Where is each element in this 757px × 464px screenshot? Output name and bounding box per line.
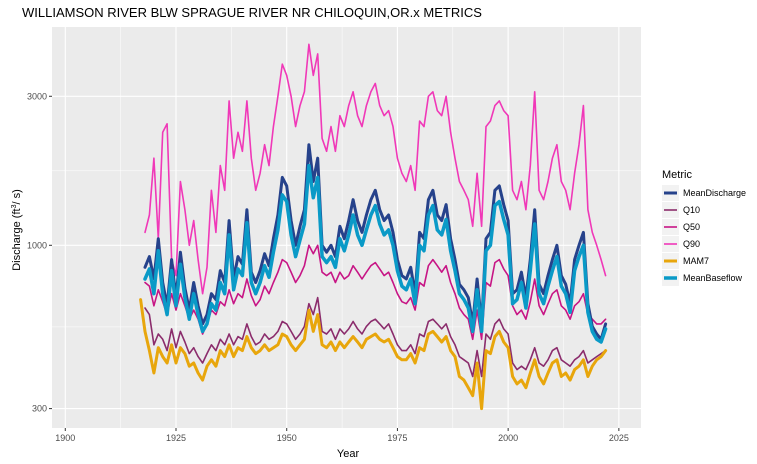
- legend-label-q90: Q90: [683, 239, 700, 249]
- x-tick-label: 2000: [498, 433, 518, 443]
- legend-label-meandischarge: MeanDischarge: [683, 188, 746, 198]
- axes: 1900 1925 1950 1975 2000 2025 300 1000 3000: [27, 91, 629, 443]
- series-line-q50: [144, 244, 607, 341]
- legend-label-q10: Q10: [683, 205, 700, 215]
- y-axis-title-prefix: Discharge (ft: [11, 208, 23, 270]
- y-tick-label: 1000: [27, 240, 47, 250]
- y-tick-label: 300: [32, 404, 47, 414]
- series-line-mam7: [139, 298, 608, 411]
- x-axis-title: Year: [337, 448, 360, 460]
- legend-label-meanbaseflow: MeanBaseflow: [683, 273, 743, 283]
- series-line-meanbaseflow: [143, 163, 608, 344]
- y-axis-title-sup: 3: [11, 204, 18, 208]
- x-tick-label: 2025: [609, 433, 629, 443]
- legend-label-q50: Q50: [683, 222, 700, 232]
- legend: Metric MeanDischarge Q10 Q50 Q90 MAM7 MeanBas…: [662, 169, 746, 286]
- grid-minor: [52, 27, 641, 428]
- y-tick-label: 3000: [27, 91, 47, 101]
- chart-title: WILLIAMSON RIVER BLW SPRAGUE RIVER NR CH…: [22, 5, 482, 20]
- y-axis-title-suffix: / s): [11, 189, 23, 204]
- series-line-q10: [144, 296, 607, 378]
- x-tick-label: 1950: [277, 433, 297, 443]
- x-tick-label: 1975: [387, 433, 407, 443]
- legend-label-mam7: MAM7: [683, 256, 709, 266]
- legend-title: Metric: [662, 169, 692, 181]
- series-line-q90: [144, 43, 607, 295]
- y-axis-title: Discharge (ft3/ s): [11, 189, 23, 271]
- x-tick-label: 1900: [55, 433, 75, 443]
- x-tick-label: 1925: [166, 433, 186, 443]
- series-layer: [139, 43, 608, 411]
